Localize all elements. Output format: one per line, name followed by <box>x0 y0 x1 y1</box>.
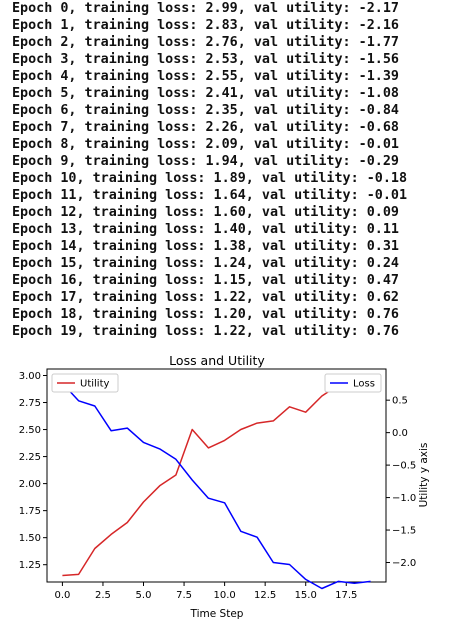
left-y-tick-label: 2.25 <box>19 452 41 463</box>
x-tick-label: 7.5 <box>176 590 192 601</box>
right-y-tick-label: −2.0 <box>392 558 416 569</box>
left-y-tick-label: 2.75 <box>19 398 41 409</box>
log-line: Epoch 18, training loss: 1.20, val utili… <box>12 307 399 322</box>
left-y-tick-label: 2.50 <box>19 425 41 436</box>
chart-title: Loss and Utility <box>169 353 265 368</box>
right-y-tick-label: 0.0 <box>392 428 408 439</box>
left-y-tick-label: 1.50 <box>19 533 41 544</box>
log-line: Epoch 16, training loss: 1.15, val utili… <box>12 273 399 288</box>
log-line: Epoch 3, training loss: 2.53, val utilit… <box>12 52 399 67</box>
legend-box-loss <box>324 373 382 393</box>
series-line-loss <box>61 382 371 590</box>
legend-box-utility <box>51 373 119 393</box>
log-line: Epoch 5, training loss: 2.41, val utilit… <box>12 86 399 101</box>
log-line: Epoch 13, training loss: 1.40, val utili… <box>12 222 399 237</box>
log-line: Epoch 1, training loss: 2.83, val utilit… <box>12 18 399 33</box>
x-tick-label: 17.5 <box>335 590 357 601</box>
log-line: Epoch 0, training loss: 2.99, val utilit… <box>12 1 399 16</box>
loss-utility-chart: Loss and Utility 0.0 2.5 5.0 7.5 10.0 12.5 15.… <box>19 353 430 620</box>
log-line: Epoch 10, training loss: 1.89, val utili… <box>12 171 408 186</box>
left-y-tick-label: 1.25 <box>19 560 41 571</box>
left-y-tick-label: 2.00 <box>19 479 41 490</box>
log-line: Epoch 15, training loss: 1.24, val utili… <box>12 256 399 271</box>
left-y-tick-label: 3.00 <box>19 371 41 382</box>
x-axis-label: Time Step <box>190 608 244 620</box>
log-line: Epoch 6, training loss: 2.35, val utilit… <box>12 103 399 118</box>
log-line: Epoch 11, training loss: 1.64, val utili… <box>12 188 408 203</box>
x-tick-label: 10.0 <box>213 590 235 601</box>
log-line: Epoch 9, training loss: 1.94, val utilit… <box>12 154 399 169</box>
log-line: Epoch 17, training loss: 1.22, val utili… <box>12 290 399 305</box>
series-line-utility <box>62 375 371 577</box>
log-line: Epoch 7, training loss: 2.26, val utilit… <box>12 120 399 135</box>
log-line: Epoch 2, training loss: 2.76, val utilit… <box>12 35 399 50</box>
x-tick-label: 15.0 <box>295 590 317 601</box>
right-y-tick-label: −0.5 <box>392 461 416 472</box>
legend-label-loss: Loss <box>353 379 375 390</box>
log-line: Epoch 14, training loss: 1.38, val utili… <box>12 239 399 254</box>
log-line: Epoch 4, training loss: 2.55, val utilit… <box>12 69 399 84</box>
log-line: Epoch 8, training loss: 2.09, val utilit… <box>12 137 399 152</box>
plot-area <box>46 368 387 583</box>
training-log: Epoch 0, training loss: 2.99, val utilit… <box>12 0 407 340</box>
right-y-tick-label: −1.0 <box>392 493 416 504</box>
x-tick-label: 5.0 <box>136 590 152 601</box>
right-y-tick-label: −1.5 <box>392 526 416 537</box>
legend-label-utility: Utility <box>80 379 109 390</box>
left-y-tick-label: 1.75 <box>19 506 41 517</box>
x-tick-label: 2.5 <box>95 590 111 601</box>
log-line: Epoch 19, training loss: 1.22, val utili… <box>12 324 399 339</box>
log-line: Epoch 12, training loss: 1.60, val utili… <box>12 205 399 220</box>
right-y-axis-label: Utility y axis <box>418 443 430 508</box>
x-tick-label: 0.0 <box>54 590 70 601</box>
right-y-tick-label: 0.5 <box>392 396 408 407</box>
x-tick-label: 12.5 <box>254 590 276 601</box>
